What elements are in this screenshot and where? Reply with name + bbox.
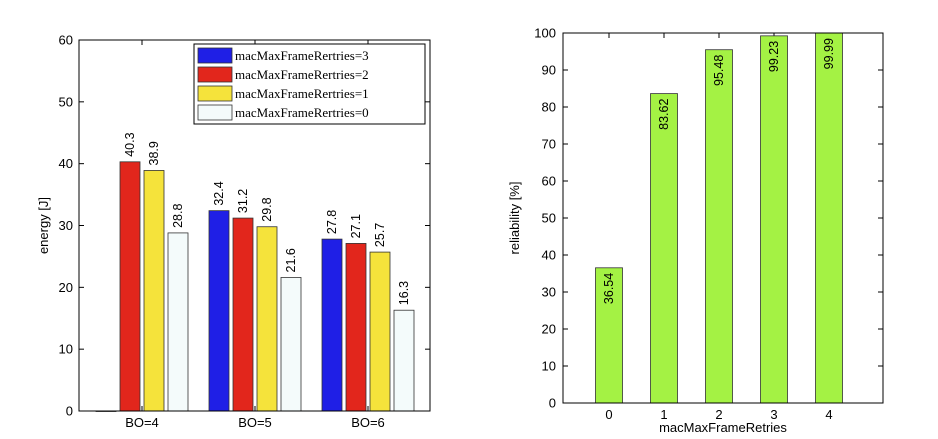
reliability-ytick-label: 60: [542, 174, 556, 189]
reliability-xtick-label: 1: [660, 407, 667, 422]
reliability-ytick-label: 90: [542, 63, 556, 78]
energy-data-label: 38.9: [147, 141, 161, 165]
reliability-ytick-label: 0: [549, 396, 556, 411]
energy-bar: [167, 232, 189, 412]
energy-ytick-label: 50: [59, 94, 73, 109]
reliability-bar: [760, 35, 788, 404]
energy-data-label: 28.8: [171, 204, 185, 228]
reliability-bar: [815, 32, 843, 404]
reliability-ytick-label: 100: [534, 26, 556, 41]
energy-legend: macMaxFrameRertries=3 macMaxFrameRertries…: [193, 43, 426, 125]
energy-legend-label: macMaxFrameRertries=3: [235, 48, 369, 63]
energy-legend-swatch: [197, 85, 233, 102]
energy-legend-label: macMaxFrameRertries=1: [235, 86, 369, 101]
energy-ytick-label: 30: [59, 218, 73, 233]
reliability-xtick-label: 2: [715, 407, 722, 422]
reliability-xtick-label: 0: [605, 407, 612, 422]
reliability-ytick-label: 30: [542, 285, 556, 300]
energy-chart: 0 10 20 30 40 50 60 BO=4 40.3 38.9 28.8 BO=5 32.4 31.…: [36, 33, 431, 430]
energy-ytick-label: 10: [59, 342, 73, 357]
reliability-bar: [705, 49, 733, 404]
energy-legend-swatch: [197, 47, 233, 64]
reliability-data-label: 99.23: [767, 41, 781, 72]
energy-ylabel: energy [J]: [36, 197, 51, 254]
reliability-data-label: 83.62: [657, 99, 671, 130]
energy-xtick-label: BO=5: [238, 415, 272, 430]
energy-legend-label: macMaxFrameRertries=0: [235, 105, 369, 120]
energy-legend-label: macMaxFrameRertries=2: [235, 67, 369, 82]
reliability-ytick-label: 10: [542, 359, 556, 374]
reliability-bar: [650, 93, 678, 404]
reliability-ytick-label: 40: [542, 248, 556, 263]
energy-xtick-label: BO=6: [351, 415, 385, 430]
reliability-ytick-label: 80: [542, 100, 556, 115]
reliability-data-label: 99.99: [822, 38, 836, 69]
energy-bar: [280, 277, 302, 412]
energy-data-label: 27.8: [325, 210, 339, 234]
energy-data-label: 29.8: [260, 197, 274, 221]
energy-bar: [393, 309, 415, 412]
reliability-bar: [595, 267, 623, 404]
reliability-xtick-label: 3: [770, 407, 777, 422]
reliability-axes-frame: [562, 32, 884, 404]
energy-legend-box: [193, 43, 426, 125]
energy-data-label: 31.2: [236, 189, 250, 213]
energy-ytick-label: 60: [59, 33, 73, 48]
energy-data-label: 32.4: [212, 181, 226, 205]
energy-legend-swatch: [197, 104, 233, 121]
reliability-chart: 0 10 20 30 40 50 60 70 80 90 100 0 36.54 1 83.62 2 95.48…: [507, 26, 884, 435]
reliability-xtick-label: 4: [825, 407, 832, 422]
energy-data-label: 27.1: [349, 214, 363, 238]
energy-ytick-label: 40: [59, 156, 73, 171]
energy-ytick-label: 0: [66, 404, 73, 419]
energy-bar: [345, 243, 367, 412]
reliability-ytick-label: 20: [542, 322, 556, 337]
energy-data-label: 16.3: [397, 281, 411, 305]
reliability-ytick-label: 70: [542, 137, 556, 152]
reliability-data-label: 36.54: [602, 273, 616, 304]
energy-bar: [321, 238, 343, 412]
reliability-xlabel: macMaxFrameRetries: [659, 420, 787, 435]
energy-data-label: 25.7: [373, 223, 387, 247]
energy-xtick-label: BO=4: [125, 415, 159, 430]
energy-bar: [256, 226, 278, 412]
energy-ytick-label: 20: [59, 280, 73, 295]
energy-data-label: 40.3: [123, 132, 137, 156]
reliability-ylabel: reliability [%]: [507, 182, 522, 255]
reliability-ytick-label: 50: [542, 211, 556, 226]
energy-legend-swatch: [197, 66, 233, 83]
energy-axes-frame: [78, 39, 431, 412]
energy-bar: [208, 210, 230, 412]
energy-bar: [369, 251, 391, 412]
energy-bar: [119, 161, 141, 412]
energy-bar: [232, 217, 254, 412]
energy-data-label: 21.6: [284, 248, 298, 272]
energy-bar: [143, 170, 165, 412]
reliability-data-label: 95.48: [712, 55, 726, 86]
